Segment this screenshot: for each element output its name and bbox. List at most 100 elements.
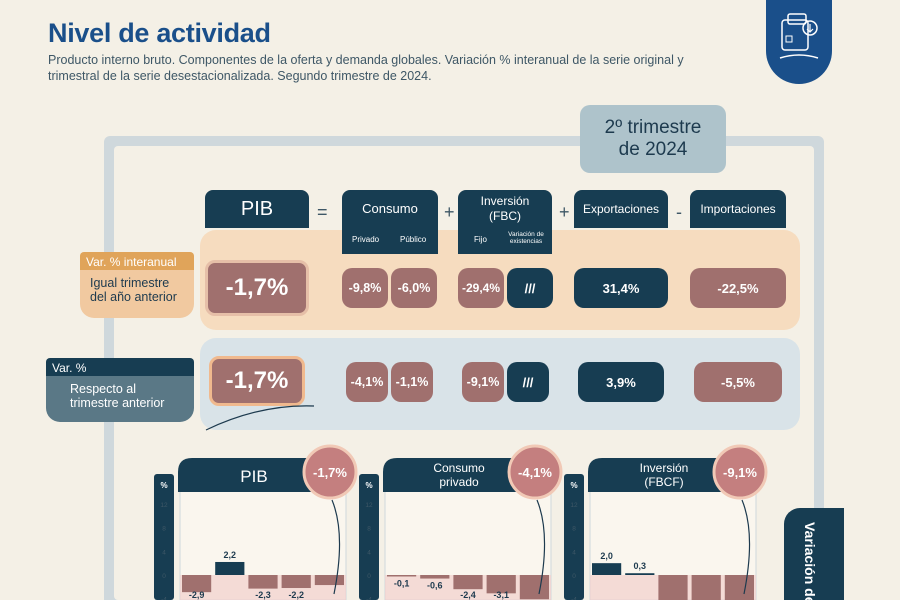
inversion-fijo-interanual: -29,4% [458, 268, 504, 308]
inversion-label: Inversión [480, 194, 530, 208]
y-tick-label: 0 [162, 573, 166, 580]
bar [486, 575, 516, 594]
y-tick-label: 8 [162, 526, 166, 533]
importaciones-desest: -5,5% [694, 362, 782, 402]
logo-money-icon [779, 13, 819, 59]
chart-title-chip [383, 458, 541, 492]
y-tick-label: 8 [367, 526, 371, 533]
y-axis-unit: % [160, 481, 167, 490]
bar [248, 575, 278, 589]
y-axis-unit: % [570, 481, 577, 490]
mini-chart-inversion: % 12 8 4 0 -4 2,0 0,3 Inversión(FBCF) -9,1% [560, 444, 770, 600]
inversion-existencias-interanual: /// [507, 268, 553, 308]
y-tick-label: 12 [160, 502, 168, 509]
y-tick-label: 0 [367, 573, 371, 580]
badge-circle [712, 444, 768, 500]
chart-title-chip [588, 458, 746, 492]
consumo-privado-interanual: -9,8% [342, 268, 388, 308]
period-box: 2º trimestre de 2024 [580, 105, 726, 173]
bar [724, 575, 754, 600]
y-axis-strip [564, 474, 584, 600]
pib-interanual-value: -1,7% [205, 260, 309, 316]
bar-data-label: 2,0 [600, 551, 613, 561]
bar [281, 575, 311, 589]
logo [766, 0, 832, 84]
badge-connector [331, 499, 341, 595]
interanual-desc: Igual trimestre del año anterior [80, 270, 194, 318]
bar-data-label: -3,1 [493, 590, 509, 600]
bar-data-label: -2,9 [189, 590, 205, 600]
chart-title: (FBCF) [644, 475, 683, 489]
pib-header: PIB [205, 190, 309, 228]
importaciones-header: Importaciones [690, 190, 786, 228]
y-axis-unit: % [365, 481, 372, 490]
bar-data-label: -2,2 [288, 590, 304, 600]
period-line1: 2º trimestre [604, 117, 702, 138]
bar [215, 561, 245, 575]
exportaciones-desest: 3,9% [578, 362, 664, 402]
bar-data-label: -0,6 [427, 581, 443, 591]
inversion-existencias-label: Variación de existencias [508, 231, 544, 245]
exportaciones-header: Exportaciones [574, 190, 668, 228]
bar [625, 573, 655, 575]
side-panel: Variación desestac [784, 508, 844, 600]
consumo-privado-label: Privado [352, 235, 380, 244]
badge-circle [507, 444, 563, 500]
y-tick-label: -4 [366, 597, 372, 600]
y-tick-label: 12 [570, 502, 578, 509]
consumo-publico-label: Público [400, 235, 427, 244]
importaciones-interanual: -22,5% [690, 268, 786, 308]
inversion-sub-header: Fijo Variación de existencias [458, 228, 552, 254]
bar [453, 575, 483, 590]
badge-circle [302, 444, 358, 500]
consumo-privado-desest: -4,1% [346, 362, 388, 402]
chart-title-chip [178, 458, 336, 492]
pib-curve-decoration [205, 405, 315, 431]
consumo-header: Consumo [342, 190, 438, 228]
bar [314, 575, 344, 586]
consumo-publico-interanual: -6,0% [391, 268, 437, 308]
chart-title: Inversión [640, 461, 689, 475]
plus-operator-2: + [559, 202, 570, 222]
inversion-sub-label: (FBC) [489, 209, 521, 223]
page-subtitle: Producto interno bruto. Componentes de l… [48, 53, 684, 83]
plus-operator-1: + [444, 202, 455, 222]
bar-data-label: -2,3 [255, 590, 271, 600]
bar [519, 575, 549, 600]
mini-chart-svg: % 12 8 4 0 -4 -2,9 2,2 -2,3 -2,2 PIB -1,7% [154, 444, 358, 600]
equals-operator: = [317, 202, 328, 222]
y-axis-strip [359, 474, 379, 600]
y-tick-label: 0 [572, 573, 576, 580]
minus-operator: - [676, 202, 682, 222]
bar [658, 575, 688, 600]
consumo-publico-desest: -1,1% [391, 362, 433, 402]
inversion-existencias-desest: /// [507, 362, 549, 402]
chart-title: Consumo [433, 461, 485, 475]
bar [592, 563, 622, 575]
inversion-fijo-desest: -9,1% [462, 362, 504, 402]
y-tick-label: -4 [161, 597, 167, 600]
y-tick-label: 4 [367, 549, 371, 556]
chart-title: privado [439, 475, 479, 489]
bar [387, 575, 417, 577]
badge-value: -9,1% [723, 465, 757, 480]
exportaciones-interanual: 31,4% [574, 268, 668, 308]
period-line2: de 2024 [618, 139, 688, 160]
y-tick-label: 4 [572, 549, 576, 556]
bar [691, 575, 721, 600]
interanual-tag: Var. % interanual [80, 252, 194, 272]
bar [182, 575, 212, 593]
bar-data-label: 0,3 [634, 561, 647, 571]
badge-value: -4,1% [518, 465, 552, 480]
bar-data-label: 2,2 [224, 550, 237, 560]
y-tick-label: -4 [571, 597, 577, 600]
chart-title: PIB [240, 467, 267, 486]
desestacionalizada-desc: Respecto al trimestre anterior [46, 376, 194, 422]
y-tick-label: 12 [365, 502, 373, 509]
mini-chart-pib: % 12 8 4 0 -4 -2,9 2,2 -2,3 -2,2 PIB -1,7% [150, 444, 360, 600]
badge-connector [741, 499, 751, 595]
bar [420, 575, 450, 579]
consumo-sub-header: Privado Público [342, 228, 438, 254]
badge-value: -1,7% [313, 465, 347, 480]
y-tick-label: 4 [162, 549, 166, 556]
